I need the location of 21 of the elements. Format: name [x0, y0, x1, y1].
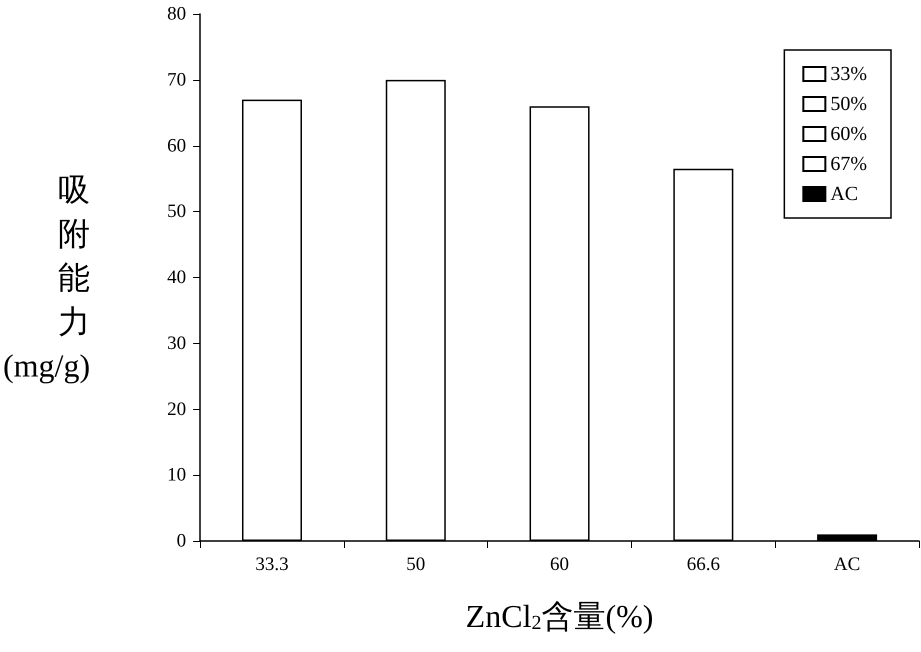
y-tick-label: 10 [167, 464, 186, 486]
y-tick-label: 50 [167, 201, 186, 222]
y-tick-label: 0 [176, 530, 186, 552]
y-tick-label: 70 [167, 69, 186, 90]
legend-label: 60% [830, 123, 868, 145]
x-tick-label: 66.6 [686, 554, 720, 575]
y-tick-label: 20 [167, 398, 186, 420]
legend-label: AC [830, 183, 858, 205]
x-tick-label: 33.3 [255, 554, 289, 575]
x-tick-label: 60 [550, 554, 570, 575]
y-tick-label: 30 [167, 332, 186, 354]
legend-label: 33% [830, 63, 868, 85]
y-tick-label: 40 [167, 267, 186, 288]
legend-label: 67% [830, 153, 868, 175]
x-tick-label: AC [834, 554, 860, 575]
y-tick-label: 80 [167, 4, 186, 24]
legend-label: 50% [830, 93, 868, 115]
x-tick-label: 50 [406, 554, 426, 575]
y-axis-title: 吸附能力(mg/g) [3, 172, 90, 384]
y-tick-label: 60 [167, 135, 186, 156]
x-axis-title: ZnCl2含量(%) [466, 598, 654, 634]
